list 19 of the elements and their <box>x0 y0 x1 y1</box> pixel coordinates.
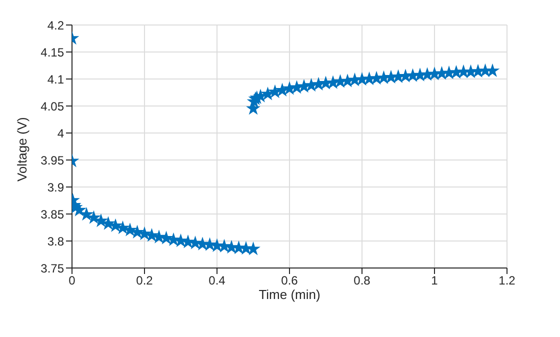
y-tick-label: 3.75 <box>40 261 64 276</box>
y-tick-label: 4.05 <box>40 99 64 114</box>
y-tick-label: 4.1 <box>47 72 64 86</box>
y-tick-label: 3.9 <box>47 180 64 194</box>
x-tick-label: 0.2 <box>136 274 154 288</box>
x-tick-label: 1.2 <box>498 274 516 288</box>
x-tick-label: 0.6 <box>281 274 298 288</box>
y-tick-label: 4 <box>57 126 64 140</box>
y-tick-label: 4.15 <box>40 45 64 60</box>
x-tick-label: 0 <box>68 274 76 288</box>
x-axis-title: Time (min) <box>258 287 320 302</box>
y-tick-label: 4.2 <box>47 18 64 32</box>
y-tick-label: 3.8 <box>47 234 64 248</box>
y-axis-title: Voltage (V) <box>14 117 30 182</box>
y-tick-label: 3.85 <box>40 207 64 222</box>
y-tick-label: 3.95 <box>40 153 64 168</box>
x-tick-label: 1 <box>431 274 438 288</box>
x-tick-label: 0.8 <box>354 274 371 288</box>
x-tick-label: 0.4 <box>208 274 226 288</box>
